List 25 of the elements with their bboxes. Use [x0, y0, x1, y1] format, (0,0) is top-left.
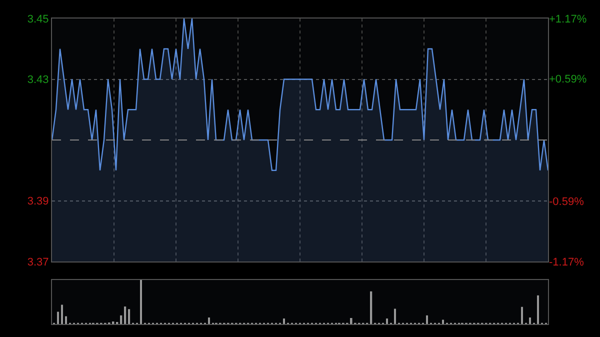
bar — [65, 316, 67, 324]
y2-tick-label: -0.59% — [549, 196, 584, 208]
bar — [140, 280, 142, 324]
bar — [529, 318, 531, 324]
y-tick-label: 3.37 — [27, 256, 49, 268]
y2-tick-label: -1.17% — [549, 256, 584, 268]
bar — [386, 318, 388, 324]
y2-tick-label: +1.17% — [549, 13, 587, 26]
bar — [283, 318, 285, 324]
bar — [537, 295, 539, 324]
bar — [128, 309, 130, 324]
bar — [426, 315, 428, 324]
bar — [521, 306, 523, 324]
bar — [370, 291, 372, 324]
bar — [350, 318, 352, 324]
bar — [208, 318, 210, 324]
bar — [442, 320, 444, 324]
y2-tick-label: +0.59% — [549, 74, 587, 86]
bar — [57, 312, 59, 324]
y-tick-label: 3.39 — [27, 196, 49, 208]
bar — [124, 306, 126, 324]
bar — [394, 308, 396, 324]
y-tick-label: 3.43 — [27, 74, 49, 86]
y-tick-label: 3.45 — [27, 13, 49, 26]
bar — [61, 304, 63, 324]
